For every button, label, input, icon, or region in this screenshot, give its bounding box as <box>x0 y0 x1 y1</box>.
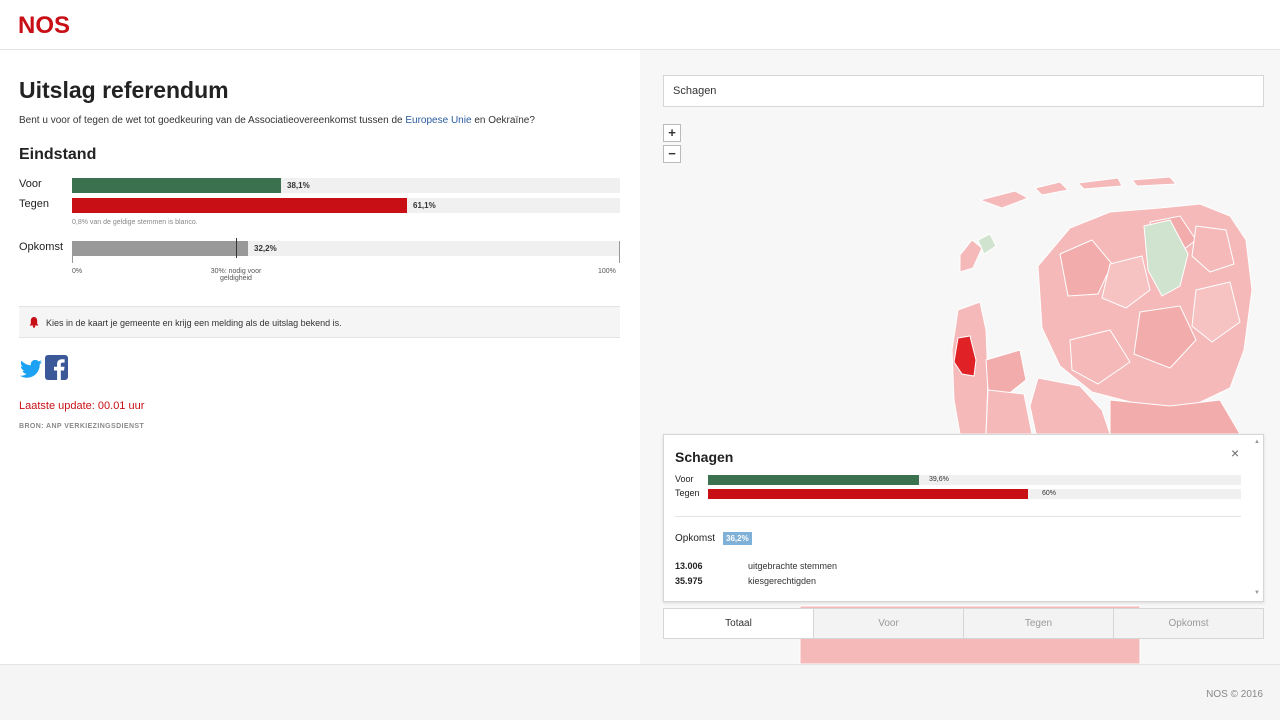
tab-tegen[interactable]: Tegen <box>964 609 1114 638</box>
section-title: Eindstand <box>19 146 97 163</box>
question-link[interactable]: Europese Unie <box>405 115 472 126</box>
footer: NOS © 2016 <box>0 664 1280 720</box>
threshold-marker <box>236 238 237 258</box>
tegen-bar-track: 61,1% <box>72 198 620 213</box>
stat-votes-number: 13.006 <box>675 561 703 571</box>
voor-bar-track: 38,1% <box>72 178 620 193</box>
popup-opkomst-badge: 36,2% <box>723 532 752 545</box>
tegen-label: Tegen <box>19 198 49 210</box>
tegen-bar-fill <box>72 198 407 213</box>
top-bar: NOS <box>0 0 1280 50</box>
question-text-2: en Oekraïne? <box>474 115 535 126</box>
referendum-question: Bent u voor of tegen de wet tot goedkeur… <box>19 115 535 126</box>
voor-value: 38,1% <box>287 181 310 190</box>
stat-voters-label: kiesgerechtigden <box>748 576 817 586</box>
popup-title: Schagen <box>675 449 734 465</box>
opkomst-label: Opkomst <box>19 241 64 253</box>
tab-voor[interactable]: Voor <box>814 609 964 638</box>
zoom-out-button[interactable]: − <box>663 145 681 163</box>
opkomst-value: 32,2% <box>254 244 277 253</box>
page-title: Uitslag referendum <box>19 77 229 103</box>
close-icon[interactable]: × <box>1231 445 1240 461</box>
results-panel: Uitslag referendum Bent u voor of tegen … <box>0 50 640 664</box>
popup-tegen-value: 60% <box>1042 490 1057 497</box>
notice-text: Kies in de kaart je gemeente en krijg ee… <box>46 318 342 328</box>
blank-note: 0,8% van de geldige stemmen is blanco. <box>72 219 198 226</box>
nos-logo[interactable]: NOS <box>18 10 74 38</box>
netherlands-map[interactable] <box>640 50 1280 664</box>
axis-start-line <box>72 241 73 263</box>
threshold-label-line2: geldigheid <box>220 275 252 282</box>
facebook-icon[interactable] <box>45 355 68 380</box>
twitter-icon[interactable] <box>20 359 42 379</box>
popup-tegen-label: Tegen <box>675 488 700 498</box>
popup-voor-value: 39,6% <box>929 476 949 483</box>
tab-opkomst[interactable]: Opkomst <box>1114 609 1263 638</box>
voor-bar-fill <box>72 178 281 193</box>
popup-opkomst-label: Opkomst <box>675 533 716 544</box>
zoom-in-button[interactable]: + <box>663 124 681 142</box>
popup-voor-fill <box>708 475 919 485</box>
popup-voor-label: Voor <box>675 474 694 484</box>
axis-max-label: 100% <box>598 268 616 275</box>
municipality-popup: Schagen × Voor 39,6% Tegen 60% Opkomst 3… <box>663 434 1264 602</box>
stat-votes-label: uitgebrachte stemmen <box>748 561 838 571</box>
popup-voor-track: 39,6% <box>708 475 1241 485</box>
map-panel: + − Schagen × Voor 39,6% Tegen 60% Opkom… <box>640 50 1280 664</box>
popup-tegen-track: 60% <box>708 489 1241 499</box>
question-text-1: Bent u voor of tegen de wet tot goedkeur… <box>19 115 403 126</box>
source-label: BRON: ANP VERKIEZINGSDIENST <box>19 423 145 430</box>
scroll-down-icon[interactable]: ▼ <box>1254 590 1260 596</box>
map-view-tabs: Totaal Voor Tegen Opkomst <box>663 608 1264 639</box>
popup-tegen-fill <box>708 489 1028 499</box>
copyright: NOS © 2016 <box>1206 689 1263 700</box>
popup-divider <box>675 516 1241 517</box>
nos-logo-text: NOS <box>18 12 70 38</box>
threshold-label-line1: 30%: nodig voor <box>210 268 262 275</box>
axis-end-line <box>619 241 620 263</box>
municipality-search-input[interactable] <box>663 75 1264 107</box>
axis-min-label: 0% <box>72 268 83 275</box>
scroll-up-icon[interactable]: ▲ <box>1254 439 1260 445</box>
bell-icon <box>29 317 39 328</box>
axis-threshold-label: 30%: nodig voor geldigheid <box>191 268 281 282</box>
tegen-value: 61,1% <box>413 201 436 210</box>
voor-label: Voor <box>19 178 42 190</box>
opkomst-bar-fill <box>72 241 248 256</box>
last-update: Laatste update: 00.01 uur <box>19 400 145 412</box>
tab-totaal[interactable]: Totaal <box>664 609 814 638</box>
opkomst-bar-track: 32,2% <box>72 238 620 263</box>
stat-voters-number: 35.975 <box>675 576 703 586</box>
notification-notice: Kies in de kaart je gemeente en krijg ee… <box>19 306 620 338</box>
